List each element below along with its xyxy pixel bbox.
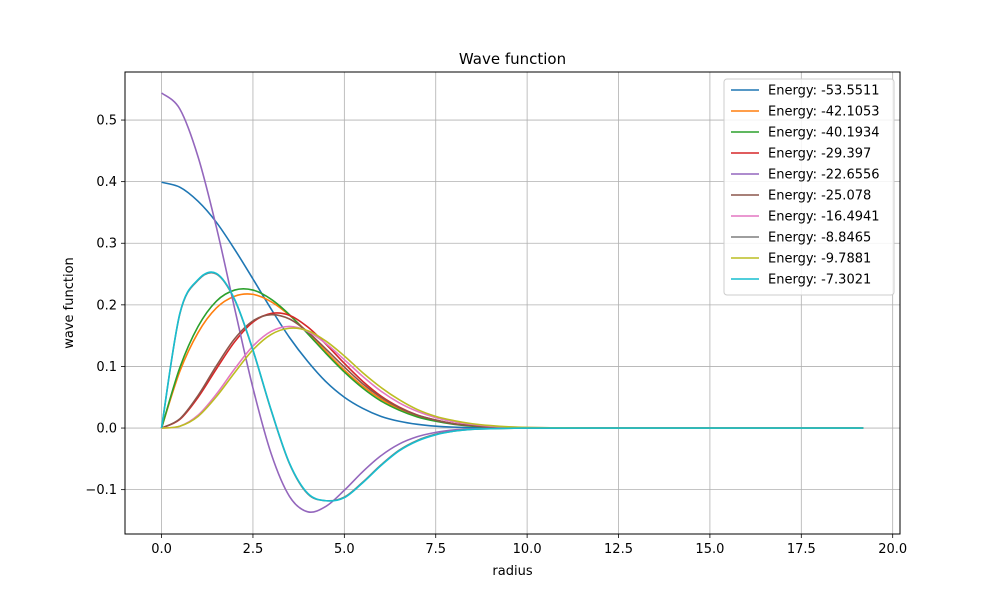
legend-label-0: Energy: -53.5511 xyxy=(768,84,880,99)
legend-box xyxy=(723,78,895,296)
x-tick-label: 5.0 xyxy=(334,542,355,557)
legend: Energy: -53.5511 Energy: -42.1053 Energy: … xyxy=(723,78,895,296)
x-tick-label: 20.0 xyxy=(878,542,907,557)
x-tick-label: 7.5 xyxy=(425,542,446,557)
chart-title: Wave function xyxy=(459,50,566,68)
x-tick-label: 10.0 xyxy=(513,542,542,557)
y-tick-label: 0.0 xyxy=(96,422,117,437)
x-tick-label: 12.5 xyxy=(604,542,633,557)
legend-label-4: Energy: -22.6556 xyxy=(768,168,880,183)
legend-label-8: Energy: -9.7881 xyxy=(768,252,871,267)
series-line-9 xyxy=(160,271,864,502)
axis-ticks: 0.0 2.5 5.0 7.5 10.0 12.5 15.0 17.5 20.0 −0.1 0.0 0… xyxy=(85,114,907,557)
y-tick-label: 0.4 xyxy=(96,175,117,190)
legend-label-9: Energy: -7.3021 xyxy=(768,273,871,288)
y-tick-label: 0.2 xyxy=(96,298,117,313)
plot-frame xyxy=(124,71,901,535)
y-tick-label: 0.1 xyxy=(96,360,117,375)
legend-label-6: Energy: -16.4941 xyxy=(768,210,880,225)
x-tick-label: 15.0 xyxy=(695,542,724,557)
legend-label-3: Energy: -29.397 xyxy=(768,147,871,162)
y-axis-title: wave function xyxy=(62,257,77,349)
x-tick-label: 0.0 xyxy=(151,542,172,557)
legend-label-7: Energy: -8.8465 xyxy=(768,231,871,246)
legend-label-1: Energy: -42.1053 xyxy=(768,105,880,120)
y-tick-label: 0.3 xyxy=(96,237,117,252)
x-axis-title: radius xyxy=(492,564,532,579)
y-tick-label: −0.1 xyxy=(85,483,117,498)
legend-label-2: Energy: -40.1934 xyxy=(768,126,880,141)
x-tick-label: 17.5 xyxy=(787,542,816,557)
legend-label-5: Energy: -25.078 xyxy=(768,189,871,204)
x-tick-label: 2.5 xyxy=(243,542,264,557)
series-lines xyxy=(160,92,864,514)
y-tick-label: 0.5 xyxy=(96,114,117,129)
